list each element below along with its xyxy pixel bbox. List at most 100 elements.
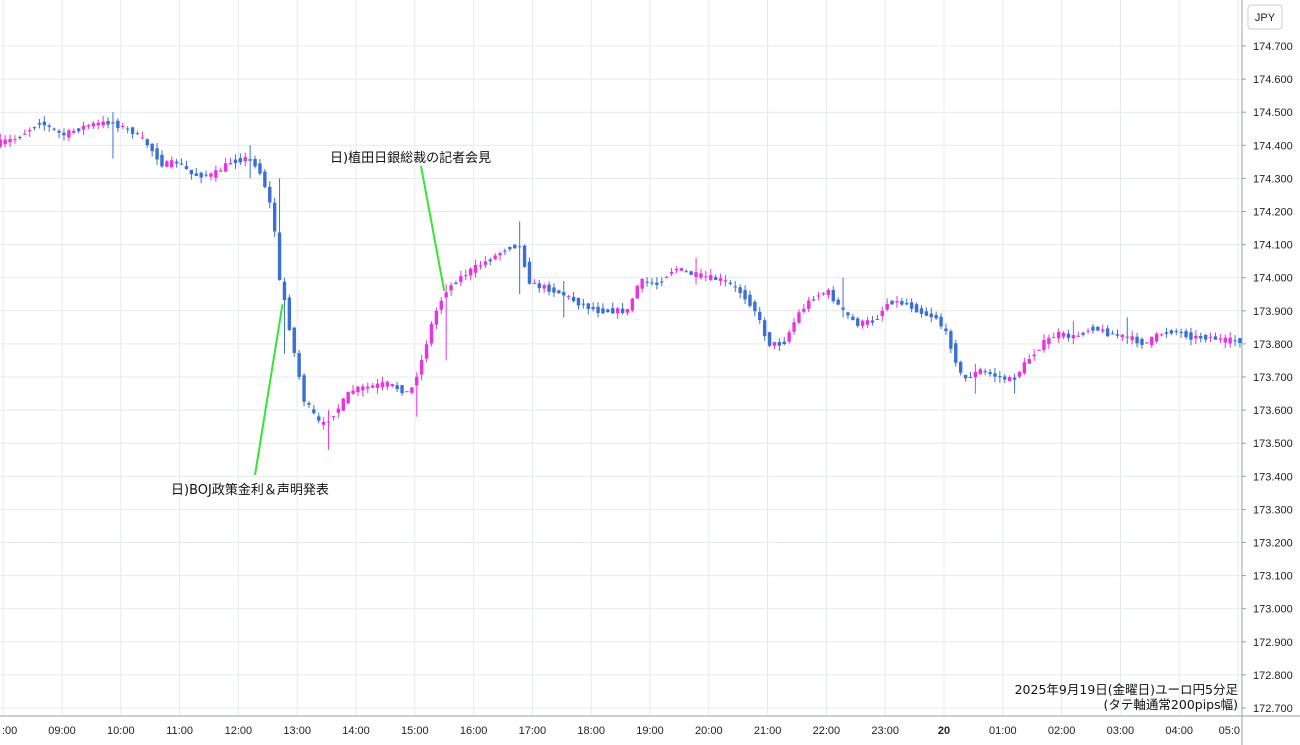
- candle-body: [758, 311, 762, 321]
- currency-badge[interactable]: [1247, 4, 1283, 30]
- candle-body: [449, 285, 453, 291]
- x-tick-label: 19:00: [636, 725, 664, 737]
- annotations: 日)BOJ政策金利＆声明発表 日)植田日銀総裁の記者会見: [171, 150, 491, 498]
- candle-body: [1179, 331, 1183, 333]
- candle-body: [272, 202, 277, 232]
- candle: [370, 383, 375, 389]
- candle-body: [1066, 333, 1071, 338]
- candle-body: [1115, 334, 1120, 336]
- candle-body: [282, 281, 287, 301]
- candle: [150, 143, 154, 157]
- candle: [611, 302, 615, 314]
- candle: [1135, 332, 1139, 348]
- chart-caption-line1: 2025年9月19日(金曜日)ユーロ円5分足: [1015, 682, 1239, 697]
- candle: [76, 128, 81, 134]
- y-tick-label: 173.000: [1253, 604, 1293, 616]
- candle: [268, 181, 272, 209]
- candle: [272, 197, 277, 237]
- candle-body: [664, 276, 669, 278]
- candle: [792, 317, 796, 335]
- candle-body: [900, 301, 904, 305]
- candle: [331, 415, 336, 421]
- candle-body: [1203, 334, 1208, 340]
- candle-body: [429, 323, 434, 344]
- candle: [919, 305, 924, 318]
- candle-body: [537, 283, 541, 289]
- candle-body: [909, 302, 914, 309]
- candle: [508, 246, 512, 252]
- candle: [346, 391, 350, 404]
- candle-body: [106, 120, 110, 125]
- candle-body: [836, 299, 840, 305]
- annotation-leader-line: [254, 304, 284, 476]
- candle-body: [111, 122, 115, 124]
- y-tick-label: 173.100: [1253, 571, 1293, 583]
- candle-body: [620, 308, 625, 314]
- candle: [993, 367, 997, 383]
- candle: [591, 302, 595, 312]
- candle-body: [424, 344, 429, 359]
- candle: [517, 221, 522, 295]
- candle: [263, 169, 267, 189]
- candle: [473, 259, 478, 278]
- candle-body: [517, 246, 522, 248]
- y-tick-label: 173.200: [1253, 538, 1293, 550]
- candle: [958, 360, 963, 376]
- candle-body: [905, 303, 909, 305]
- candle: [944, 323, 948, 336]
- candle: [125, 126, 130, 134]
- candle: [292, 326, 296, 357]
- candle: [900, 297, 904, 307]
- candle-body: [689, 271, 693, 275]
- candle: [983, 368, 987, 376]
- annotation-ueda-text: 日)植田日銀総裁の記者会見: [330, 150, 491, 166]
- candle-body: [287, 297, 292, 331]
- y-axis-ticks: 174.700 174.600 174.500 174.400 174.300 174.2…: [1242, 41, 1293, 715]
- candle-body: [547, 284, 551, 292]
- candle: [189, 169, 194, 180]
- candle-body: [596, 306, 600, 313]
- candle-body: [895, 301, 899, 303]
- candle: [287, 294, 292, 332]
- candle-body: [998, 376, 1002, 378]
- x-tick-label: 05:0: [1219, 725, 1240, 737]
- candle-body: [1194, 335, 1198, 339]
- candle: [160, 150, 164, 168]
- candle-body: [890, 300, 894, 305]
- candle: [562, 281, 566, 318]
- candle-body: [914, 304, 919, 313]
- candle: [395, 381, 399, 392]
- candle: [444, 284, 448, 361]
- x-tick-label: 02:00: [1048, 725, 1076, 737]
- candle: [390, 383, 394, 388]
- candle: [557, 289, 561, 294]
- candle: [816, 292, 821, 301]
- candle: [758, 306, 762, 324]
- candle-body: [1061, 332, 1066, 337]
- candle-body: [1145, 342, 1149, 344]
- candle-body: [532, 282, 537, 284]
- candle: [1012, 373, 1017, 394]
- candle: [498, 251, 502, 261]
- y-tick-label: 174.400: [1253, 140, 1293, 152]
- candle: [1140, 337, 1144, 349]
- candle: [1032, 349, 1036, 361]
- candle: [135, 130, 140, 136]
- candle: [1174, 328, 1178, 336]
- candle-body: [1086, 330, 1090, 332]
- candle-body: [718, 278, 723, 281]
- candle-body: [199, 172, 203, 178]
- candle-body: [121, 126, 125, 128]
- candle: [341, 397, 345, 412]
- candle: [1003, 374, 1007, 384]
- candle: [836, 297, 840, 306]
- candle-body: [1003, 376, 1007, 380]
- candle: [439, 296, 443, 315]
- x-tick-label: 16:00: [460, 725, 488, 737]
- candle: [1199, 332, 1203, 343]
- candle-body: [419, 360, 424, 375]
- candle: [1047, 334, 1051, 349]
- candle: [1037, 349, 1041, 352]
- candle-body: [331, 416, 336, 418]
- x-tick-label: 10:00: [107, 725, 135, 737]
